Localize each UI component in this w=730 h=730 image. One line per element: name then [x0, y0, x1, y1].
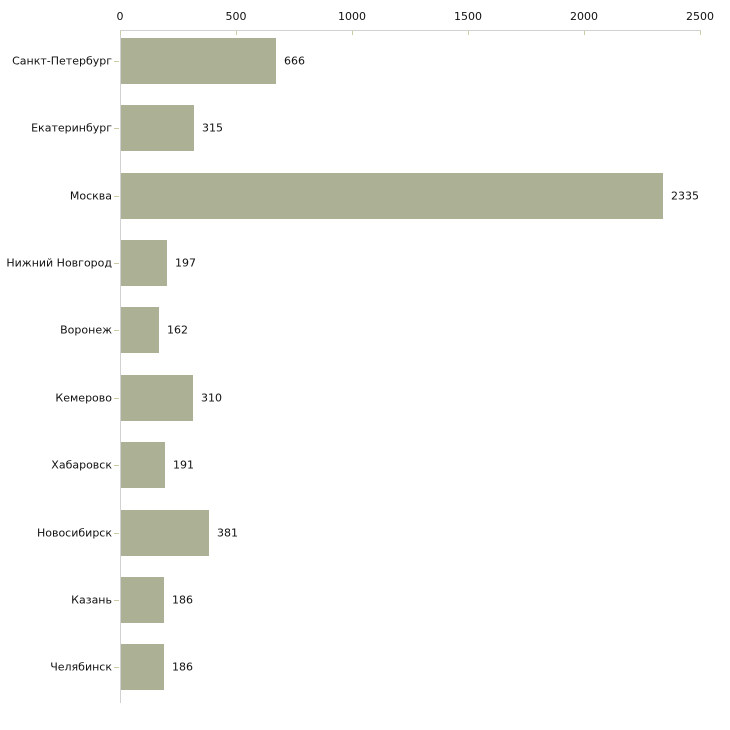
x-axis-tick-label: 2500: [686, 10, 714, 23]
bar-segment: [121, 442, 165, 489]
x-axis-tick-mark: [468, 31, 469, 35]
y-axis-tick-mark: [114, 262, 119, 264]
y-axis-tick-mark: [114, 330, 119, 332]
bar-segment: [121, 509, 209, 556]
y-axis-tick-mark: [114, 397, 119, 399]
x-axis-line: [120, 30, 701, 31]
category-label: Челябинск: [50, 660, 112, 674]
x-axis-tick-mark: [352, 31, 353, 35]
category-label: Москва: [69, 189, 112, 202]
y-axis-tick-mark: [114, 128, 119, 130]
category-label: Новосибирск: [36, 526, 112, 539]
x-axis-tick-mark: [236, 31, 237, 35]
y-axis-line: [120, 30, 121, 703]
y-axis-tick-mark: [114, 599, 119, 601]
x-axis-tick-label: 500: [225, 10, 247, 23]
x-axis-tick-mark: [584, 31, 585, 35]
category-label: Нижний Новгород: [6, 256, 112, 270]
y-axis-tick-mark: [114, 195, 119, 197]
x-axis-tick-mark: [700, 31, 701, 35]
y-axis-tick-mark: [114, 532, 119, 534]
bar-value-label: 197: [175, 256, 196, 270]
bar-value-label: 191: [173, 458, 194, 472]
bar-value-label: 315: [202, 121, 223, 135]
x-axis-tick-label: 0: [116, 10, 124, 23]
y-axis-tick-mark: [114, 465, 119, 467]
x-axis-tick-label: 1000: [338, 10, 366, 23]
x-axis-tick-mark: [120, 31, 121, 35]
y-axis-tick-mark: [114, 60, 119, 62]
y-axis-tick-mark: [114, 667, 119, 669]
bar-segment: [121, 105, 194, 152]
bar-value-label: 310: [201, 391, 222, 405]
category-label: Санкт-Петербург: [12, 54, 112, 68]
bar-segment: [121, 307, 159, 354]
bar-value-label: 162: [167, 323, 188, 337]
category-label: Хабаровск: [51, 458, 112, 472]
bar-value-label: 186: [172, 593, 193, 607]
x-axis-tick-label: 1500: [454, 10, 482, 23]
bar-segment: [121, 644, 164, 691]
bar-segment: [121, 37, 276, 84]
category-label: Казань: [71, 593, 112, 607]
category-label: Воронеж: [60, 323, 112, 337]
bar-segment: [121, 374, 193, 421]
category-label: Екатеринбург: [31, 121, 112, 135]
bar-value-label: 666: [284, 54, 305, 68]
category-label: Кемерово: [55, 391, 112, 405]
bar-segment: [121, 576, 164, 623]
bar-value-label: 381: [217, 526, 238, 539]
bar-value-label: 186: [172, 660, 193, 674]
bar-segment: [121, 239, 167, 286]
x-axis-tick-label: 2000: [570, 10, 598, 23]
bar-segment: [121, 172, 663, 219]
bar-value-label: 2335: [671, 189, 699, 202]
